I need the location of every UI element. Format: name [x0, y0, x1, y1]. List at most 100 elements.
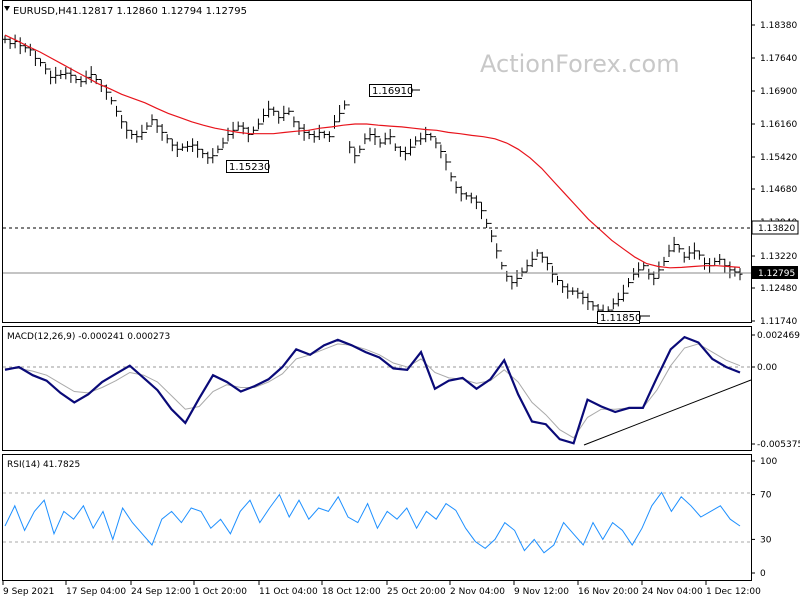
macd-y-axis: 0.002469 0.00 -0.005375	[751, 331, 800, 450]
macd-title: MACD(12,26,9) -0.000241 0.000273	[7, 332, 170, 342]
x-tick-label: 24 Nov 04:00	[642, 587, 703, 597]
price-bar	[185, 141, 190, 152]
price-bar	[681, 248, 687, 263]
price-bar	[590, 301, 596, 311]
price-bar	[139, 124, 145, 140]
annotation-1-16910: 1.16910	[369, 84, 420, 97]
price-bar	[291, 110, 297, 128]
svg-text:1.11850: 1.11850	[600, 313, 641, 324]
price-bar	[712, 257, 718, 267]
price-bar	[560, 280, 566, 293]
price-bar	[286, 107, 292, 116]
price-bar	[626, 278, 631, 294]
price-y-tick-label: 1.15420	[760, 153, 797, 163]
price-bar	[271, 106, 277, 116]
price-bar	[377, 136, 383, 148]
price-bar	[661, 256, 667, 271]
price-bar	[17, 37, 23, 55]
price-bar	[691, 242, 697, 260]
price-y-tick-label: 1.18380	[760, 21, 797, 31]
price-bar	[154, 119, 160, 133]
price-bar	[281, 105, 287, 121]
price-bar	[48, 68, 54, 85]
price-bar	[524, 259, 530, 273]
x-tick-label: 17 Sep 04:00	[66, 587, 126, 597]
price-bar	[301, 124, 307, 141]
macd-signal-line	[5, 343, 741, 439]
price-bar	[549, 263, 555, 283]
price-bar	[119, 110, 125, 129]
price-bar	[413, 136, 419, 148]
x-tick-label: 18 Oct 12:00	[322, 587, 381, 597]
price-y-tick-label: 1.12480	[760, 284, 797, 294]
price-label-1-13820: 1.13820	[751, 220, 799, 235]
rsi-y-tick-label: 70	[760, 491, 772, 501]
price-bar	[636, 262, 642, 278]
price-bar	[27, 43, 33, 56]
price-bar	[463, 192, 469, 200]
price-bar	[372, 128, 378, 145]
price-bar	[261, 108, 266, 125]
macd-y-tick-label: 0.002469	[757, 331, 800, 341]
price-bar	[250, 126, 256, 135]
price-bar	[255, 118, 261, 131]
price-bar	[529, 251, 535, 267]
price-bar	[433, 136, 439, 149]
price-y-tick-label: 1.13220	[760, 252, 797, 262]
price-bar	[570, 287, 576, 295]
svg-text:1.15230: 1.15230	[229, 162, 270, 173]
price-bar	[38, 57, 43, 67]
price-bar	[702, 254, 707, 270]
x-tick-label: 11 Oct 04:00	[259, 587, 318, 597]
price-panel[interactable]	[2, 0, 752, 323]
rsi-panel[interactable]	[2, 454, 752, 581]
x-axis: 9 Sep 2021 17 Sep 04:00 24 Sep 12:00 1 Oct …	[2, 581, 761, 597]
price-bar	[651, 271, 657, 286]
price-bar	[174, 141, 180, 157]
price-bar	[585, 293, 591, 310]
price-bar	[342, 100, 348, 114]
price-bar	[129, 129, 135, 140]
triangle-down-icon	[4, 6, 10, 11]
price-bar	[190, 138, 196, 152]
macd-trendline	[583, 379, 752, 446]
price-bar	[387, 129, 393, 145]
price-bar	[235, 121, 241, 131]
price-bar	[534, 249, 540, 260]
price-bar	[382, 132, 388, 145]
price-bar	[402, 146, 408, 161]
price-bar	[164, 131, 170, 144]
price-bar	[352, 146, 358, 164]
rsi-y-tick-label: 0	[760, 569, 766, 579]
price-bar	[195, 141, 201, 158]
price-bar	[509, 275, 515, 290]
price-y-tick-label: 1.11740	[760, 317, 797, 327]
price-bar	[671, 236, 677, 253]
price-bar	[473, 195, 479, 210]
price-bar	[631, 268, 637, 284]
price-bar	[696, 250, 702, 260]
svg-text:1.13820: 1.13820	[758, 224, 795, 234]
price-bar	[539, 251, 545, 263]
x-tick-label: 25 Oct 20:00	[387, 587, 446, 597]
price-bar	[408, 138, 413, 156]
ohlc-readout: 1.12817 1.12860 1.12794 1.12795	[72, 6, 247, 17]
price-bar	[32, 49, 38, 66]
price-bar	[656, 261, 662, 279]
price-bar	[392, 136, 398, 151]
price-bar	[58, 69, 64, 79]
price-bar	[43, 62, 49, 75]
rsi-y-tick-label: 100	[760, 457, 777, 467]
price-bar	[108, 91, 114, 105]
price-y-tick-label: 1.14680	[760, 185, 797, 195]
price-bar	[580, 290, 586, 305]
price-bar	[641, 261, 647, 271]
price-bar	[727, 261, 733, 279]
price-bar	[78, 76, 84, 87]
macd-panel[interactable]	[2, 326, 752, 451]
symbol-label: EURUSD,H4	[13, 6, 72, 17]
price-bar	[306, 130, 312, 140]
price-bar	[610, 298, 616, 311]
